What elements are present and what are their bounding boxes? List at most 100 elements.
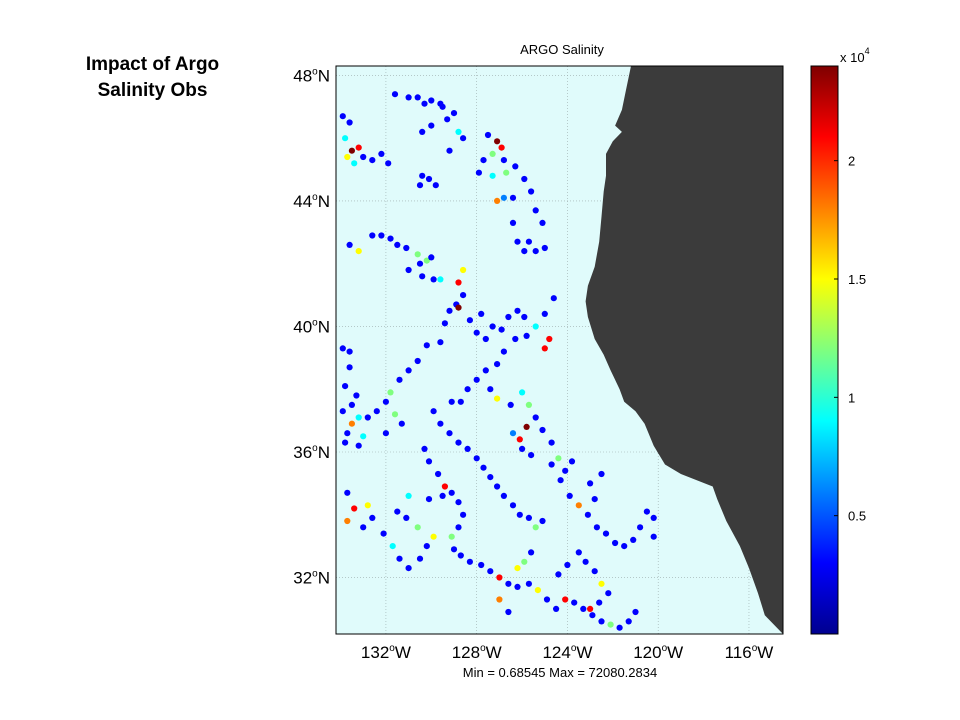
observation-point bbox=[539, 426, 546, 434]
observation-point bbox=[387, 235, 394, 242]
observation-point bbox=[480, 157, 487, 164]
observation-point bbox=[607, 621, 614, 628]
observation-point bbox=[596, 599, 603, 606]
observation-point bbox=[562, 467, 569, 474]
min-max-readout: Min = 0.68545 Max = 72080.2834 bbox=[463, 665, 657, 680]
observation-point bbox=[494, 138, 501, 145]
observation-point bbox=[346, 119, 353, 126]
observation-point bbox=[532, 207, 539, 214]
observation-point bbox=[553, 605, 560, 613]
observation-point bbox=[348, 147, 355, 154]
observation-point bbox=[455, 524, 462, 531]
observation-point bbox=[380, 530, 387, 537]
observation-point bbox=[650, 533, 657, 540]
observation-point bbox=[591, 496, 598, 503]
observation-point bbox=[446, 430, 453, 437]
observation-point bbox=[512, 163, 519, 170]
observation-point bbox=[621, 543, 628, 550]
observation-point bbox=[555, 571, 562, 578]
observation-point bbox=[437, 420, 444, 427]
observation-point bbox=[605, 590, 612, 597]
observation-point bbox=[528, 452, 535, 459]
observation-point bbox=[378, 150, 385, 157]
observation-point bbox=[378, 232, 385, 239]
observation-point bbox=[525, 580, 533, 587]
lon-tick-label: 132oW bbox=[361, 643, 411, 662]
observation-point bbox=[439, 492, 446, 499]
observation-point bbox=[630, 536, 637, 544]
observation-point bbox=[419, 172, 426, 179]
observation-point bbox=[532, 248, 539, 255]
observation-points bbox=[339, 91, 657, 631]
observation-point bbox=[428, 254, 435, 261]
observation-point bbox=[516, 436, 523, 443]
observation-point bbox=[369, 157, 376, 164]
observation-point bbox=[591, 568, 598, 575]
observation-point bbox=[541, 244, 548, 252]
observation-point bbox=[494, 483, 501, 490]
observation-point bbox=[342, 439, 349, 446]
observation-point bbox=[460, 292, 467, 299]
lon-tick-label: 128oW bbox=[452, 643, 502, 662]
observation-point bbox=[464, 445, 471, 452]
observation-point bbox=[548, 461, 555, 468]
observation-point bbox=[543, 596, 551, 603]
observation-point bbox=[396, 555, 403, 562]
observation-point bbox=[428, 122, 435, 129]
observation-point bbox=[430, 408, 437, 415]
observation-point bbox=[432, 182, 439, 189]
observation-point bbox=[398, 420, 405, 427]
colorbar-exponent: x 104 bbox=[840, 46, 870, 65]
observation-point bbox=[466, 558, 473, 565]
observation-point bbox=[344, 430, 351, 437]
lon-tick-label: 124oW bbox=[542, 643, 592, 662]
observation-point bbox=[351, 505, 358, 512]
observation-point bbox=[441, 320, 448, 327]
observation-point bbox=[555, 455, 562, 462]
observation-point bbox=[498, 144, 505, 151]
observation-point bbox=[416, 182, 424, 189]
observation-point bbox=[494, 361, 501, 368]
colorbar-tick-label: 1.5 bbox=[848, 272, 866, 287]
lat-tick-label: 40oN bbox=[293, 317, 330, 336]
observation-point bbox=[598, 618, 605, 625]
observation-point bbox=[612, 539, 619, 547]
observation-point bbox=[568, 458, 576, 465]
observation-point bbox=[439, 103, 446, 110]
observation-point bbox=[566, 492, 573, 499]
observation-point bbox=[355, 442, 362, 449]
observation-point bbox=[389, 543, 396, 550]
observation-point bbox=[539, 219, 546, 226]
observation-point bbox=[460, 135, 467, 142]
observation-point bbox=[528, 549, 535, 556]
observation-point bbox=[643, 508, 651, 515]
observation-point bbox=[541, 345, 548, 352]
observation-point bbox=[550, 295, 557, 302]
observation-point bbox=[521, 248, 528, 255]
colorbar-tick-label: 0.5 bbox=[848, 509, 866, 524]
map-title: ARGO Salinity bbox=[520, 42, 604, 57]
observation-point bbox=[519, 389, 526, 396]
side-title-line1: Impact of Argo bbox=[85, 54, 220, 75]
observation-point bbox=[496, 574, 503, 581]
observation-point bbox=[435, 470, 442, 478]
map-area bbox=[335, 65, 784, 635]
observation-point bbox=[455, 304, 462, 311]
observation-point bbox=[421, 100, 428, 107]
observation-point bbox=[503, 169, 510, 176]
observation-point bbox=[584, 511, 592, 518]
observation-point bbox=[396, 376, 403, 383]
observation-point bbox=[489, 150, 496, 157]
observation-point bbox=[509, 502, 517, 509]
observation-point bbox=[364, 414, 371, 421]
lon-tick-labels: 132oW 128oW 124oW 120oW 116oW bbox=[361, 643, 773, 662]
observation-point bbox=[546, 335, 553, 343]
observation-point bbox=[405, 492, 412, 499]
lat-tick-label: 44oN bbox=[293, 192, 330, 211]
observation-point bbox=[602, 530, 610, 537]
observation-point bbox=[523, 332, 530, 339]
observation-point bbox=[344, 489, 351, 496]
observation-point bbox=[419, 273, 426, 280]
observation-point bbox=[428, 97, 435, 104]
observation-point bbox=[416, 260, 424, 267]
